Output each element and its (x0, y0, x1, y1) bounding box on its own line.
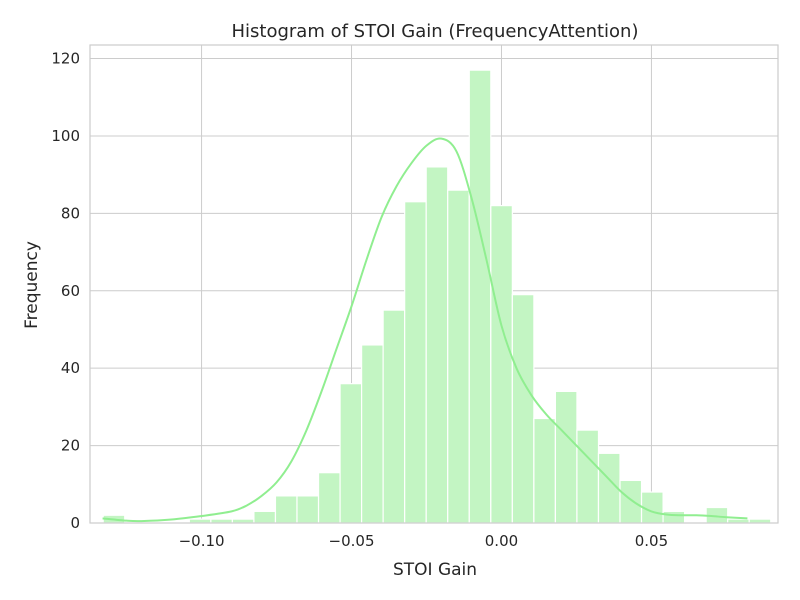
kde-curve (102, 137, 748, 523)
histogram-bar (576, 429, 600, 524)
histogram-bar (619, 479, 643, 524)
x-axis-label: STOI Gain (393, 560, 477, 580)
y-tick-label: 0 (70, 514, 80, 532)
x-tick-label: −0.05 (329, 532, 375, 550)
histogram-bar (317, 472, 341, 524)
histogram-bar (511, 294, 535, 524)
y-tick-label: 120 (51, 50, 80, 68)
chart-title: Histogram of STOI Gain (FrequencyAttenti… (231, 21, 638, 42)
x-tick-label: −0.10 (179, 532, 225, 550)
y-tick-label: 100 (51, 127, 80, 145)
histogram-bar (382, 309, 406, 524)
histogram-bar (274, 495, 298, 524)
y-tick-label: 80 (61, 204, 80, 222)
histogram-bar (533, 417, 557, 524)
histogram-bar (468, 69, 492, 524)
histogram-bar (554, 390, 578, 524)
histogram-bar (490, 205, 513, 524)
y-axis-label: Frequency (22, 241, 42, 329)
tick-labels: −0.10 −0.05 0.00 0.05 0 20 40 60 80 100 120 (51, 50, 668, 550)
histogram-bar (361, 344, 384, 524)
histogram-bars (102, 69, 772, 524)
histogram-bar (425, 166, 449, 524)
histogram-bar (404, 201, 427, 524)
y-tick-label: 40 (61, 359, 80, 377)
histogram-bar (662, 510, 686, 524)
histogram-bar (339, 383, 363, 524)
histogram-bar (296, 495, 320, 524)
y-tick-label: 60 (61, 282, 80, 300)
histogram-bar (253, 510, 277, 524)
histogram-bar (447, 189, 470, 524)
x-tick-label: 0.00 (485, 532, 518, 550)
x-tick-label: 0.05 (635, 532, 668, 550)
y-tick-label: 20 (61, 437, 80, 455)
plot-frame (89, 44, 779, 524)
